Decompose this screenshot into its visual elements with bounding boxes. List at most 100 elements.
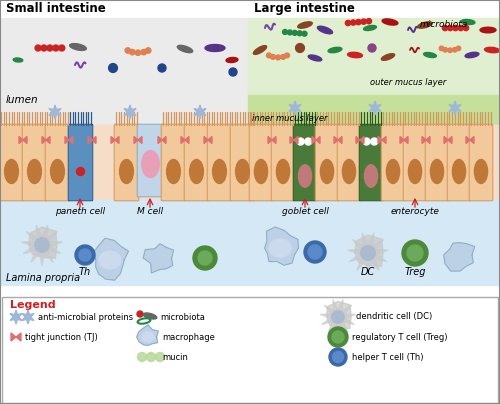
Ellipse shape: [254, 46, 266, 55]
Polygon shape: [162, 137, 166, 143]
Ellipse shape: [418, 22, 432, 28]
Ellipse shape: [70, 44, 86, 50]
Circle shape: [146, 353, 156, 362]
Circle shape: [284, 53, 290, 58]
Circle shape: [297, 31, 302, 36]
Circle shape: [130, 49, 135, 55]
Polygon shape: [466, 137, 470, 143]
Circle shape: [448, 48, 452, 53]
Ellipse shape: [308, 55, 322, 61]
Circle shape: [407, 245, 423, 261]
Circle shape: [41, 45, 47, 51]
Ellipse shape: [318, 26, 332, 34]
Ellipse shape: [382, 54, 394, 60]
Circle shape: [332, 311, 344, 323]
Circle shape: [328, 327, 348, 347]
FancyBboxPatch shape: [425, 124, 449, 201]
Ellipse shape: [480, 27, 496, 33]
Text: Large intestine: Large intestine: [254, 2, 355, 15]
Circle shape: [448, 25, 453, 31]
Polygon shape: [49, 105, 61, 119]
Text: helper T cell (Th): helper T cell (Th): [352, 353, 424, 362]
Circle shape: [329, 348, 347, 366]
Polygon shape: [65, 137, 69, 143]
Bar: [248, 18, 500, 95]
Polygon shape: [46, 137, 50, 143]
Circle shape: [79, 249, 91, 261]
Ellipse shape: [142, 151, 159, 177]
Circle shape: [193, 246, 217, 270]
Polygon shape: [23, 137, 27, 143]
Text: inner mucus layer: inner mucus layer: [252, 114, 328, 123]
FancyBboxPatch shape: [249, 124, 273, 201]
Circle shape: [270, 55, 276, 59]
Circle shape: [346, 20, 350, 25]
Polygon shape: [136, 325, 158, 345]
Circle shape: [302, 31, 307, 36]
Ellipse shape: [28, 160, 42, 183]
FancyBboxPatch shape: [114, 124, 139, 201]
Ellipse shape: [205, 44, 225, 51]
Text: M cell: M cell: [137, 207, 163, 216]
Polygon shape: [194, 105, 206, 119]
Circle shape: [368, 44, 376, 52]
Ellipse shape: [461, 19, 475, 25]
Polygon shape: [312, 137, 316, 143]
Circle shape: [276, 55, 280, 60]
Polygon shape: [124, 105, 136, 119]
Text: Th: Th: [79, 267, 91, 277]
Bar: [248, 95, 500, 125]
Text: anti-microbial proteins: anti-microbial proteins: [38, 313, 133, 322]
Circle shape: [35, 45, 41, 51]
FancyBboxPatch shape: [22, 124, 47, 201]
Polygon shape: [338, 137, 342, 143]
Ellipse shape: [236, 160, 250, 183]
Circle shape: [282, 29, 288, 34]
Text: lumen: lumen: [6, 95, 38, 105]
Ellipse shape: [348, 52, 362, 58]
FancyBboxPatch shape: [161, 124, 186, 201]
FancyBboxPatch shape: [381, 124, 405, 201]
Ellipse shape: [474, 160, 488, 183]
Polygon shape: [111, 137, 115, 143]
Polygon shape: [378, 137, 382, 143]
FancyBboxPatch shape: [315, 124, 339, 201]
Polygon shape: [143, 244, 174, 273]
Bar: [0, 125, 500, 200]
Text: dendritic cell (DC): dendritic cell (DC): [356, 313, 432, 322]
Bar: [0, 18, 248, 125]
FancyBboxPatch shape: [469, 124, 493, 201]
Circle shape: [371, 138, 378, 145]
Circle shape: [198, 251, 212, 265]
FancyBboxPatch shape: [68, 124, 93, 201]
FancyBboxPatch shape: [45, 124, 70, 201]
Polygon shape: [264, 227, 298, 265]
Circle shape: [440, 46, 444, 50]
FancyBboxPatch shape: [447, 124, 471, 201]
FancyBboxPatch shape: [293, 124, 317, 201]
FancyBboxPatch shape: [184, 124, 209, 201]
Circle shape: [296, 44, 304, 53]
FancyBboxPatch shape: [137, 124, 164, 197]
Circle shape: [458, 25, 464, 31]
Polygon shape: [158, 137, 162, 143]
Ellipse shape: [386, 160, 400, 183]
Polygon shape: [16, 333, 21, 341]
FancyBboxPatch shape: [403, 124, 427, 201]
Circle shape: [146, 48, 151, 53]
Polygon shape: [356, 137, 360, 143]
Circle shape: [75, 245, 95, 265]
Circle shape: [402, 240, 428, 266]
Circle shape: [288, 30, 292, 35]
Circle shape: [304, 241, 326, 263]
Polygon shape: [316, 137, 320, 143]
Circle shape: [356, 19, 361, 25]
Ellipse shape: [178, 45, 192, 53]
Text: regulatory T cell (Treg): regulatory T cell (Treg): [352, 332, 448, 341]
Polygon shape: [289, 101, 301, 115]
Circle shape: [47, 45, 53, 51]
Polygon shape: [470, 137, 474, 143]
Ellipse shape: [452, 160, 466, 183]
Polygon shape: [444, 137, 448, 143]
Circle shape: [125, 48, 130, 53]
